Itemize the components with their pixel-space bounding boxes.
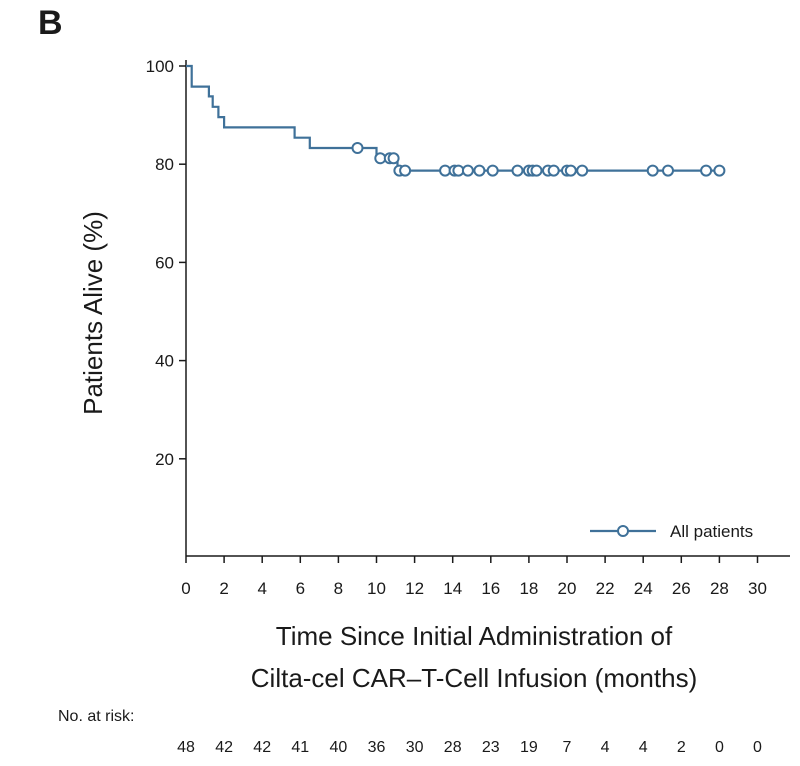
x-tick-label: 8 [334,579,343,598]
x-tick-label: 10 [367,579,386,598]
survival-curve [186,64,724,172]
censor-marker [473,164,486,177]
at-risk-value: 42 [215,739,233,756]
x-axis-title-line1: Time Since Initial Administration of [276,621,673,651]
at-risk-value: 42 [253,739,271,756]
y-tick-label: 100 [146,57,174,76]
censor-marker [700,164,713,177]
x-tick-label: 28 [710,579,729,598]
at-risk-value: 41 [291,739,309,756]
censor-marker [399,164,412,177]
at-risk-value: 19 [520,739,538,756]
x-tick-label: 6 [296,579,305,598]
x-tick-label: 12 [405,579,424,598]
at-risk-value: 4 [639,739,648,756]
at-risk-value: 0 [753,739,762,756]
legend-marker [617,525,629,537]
censor-marker [547,164,560,177]
y-tick-label: 80 [155,155,174,174]
x-ticks: 0 2 4 6 8 10 12 14 16 18 20 22 24 26 28 30 [181,556,767,598]
censor-marker [486,164,499,177]
censor-marker [564,164,577,177]
censor-marker [646,164,659,177]
legend: All patients [590,522,753,541]
panel-label: B [38,4,63,42]
censor-marker [387,152,400,165]
x-tick-label: 22 [596,579,615,598]
y-tick-label: 40 [155,352,174,371]
x-tick-label: 0 [181,579,190,598]
censor-marker [662,164,674,177]
censor-marker [576,164,589,177]
at-risk-values: 48 42 42 41 40 36 30 28 23 19 7 4 4 2 0 0 [177,739,762,756]
plot-series [186,64,726,177]
x-tick-label: 30 [748,579,767,598]
x-tick-label: 2 [219,579,228,598]
censor-marker [351,142,364,154]
at-risk-value: 23 [482,739,500,756]
y-axis-title: Patients Alive (%) [78,211,108,415]
x-tick-label: 20 [558,579,577,598]
y-tick-label: 60 [155,253,174,272]
censor-marker [511,164,524,177]
x-tick-label: 4 [257,579,266,598]
at-risk-value: 4 [601,739,610,756]
censor-marker [461,164,474,177]
at-risk-value: 0 [715,739,724,756]
legend-label: All patients [670,522,753,541]
y-ticks: 20 40 60 80 100 [146,57,186,469]
x-tick-label: 14 [443,579,462,598]
at-risk-value: 40 [330,739,348,756]
x-tick-label: 16 [481,579,500,598]
at-risk-value: 28 [444,739,462,756]
at-risk-value: 2 [677,739,686,756]
at-risk-value: 30 [406,739,424,756]
x-tick-label: 18 [519,579,538,598]
at-risk-label: No. at risk: [58,708,134,725]
censor-marker [713,164,726,177]
x-tick-label: 24 [634,579,653,598]
x-tick-label: 26 [672,579,691,598]
at-risk-value: 36 [368,739,386,756]
at-risk-value: 7 [563,739,572,756]
at-risk-value: 48 [177,739,195,756]
y-tick-label: 20 [155,450,174,469]
censor-marker [530,164,543,177]
x-axis-title-line2: Cilta-cel CAR–T-Cell Infusion (months) [251,663,697,693]
